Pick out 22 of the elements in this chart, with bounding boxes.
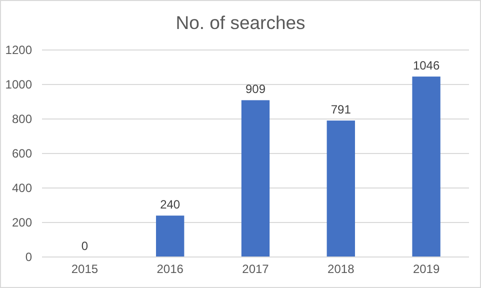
- x-tick-label: 2019: [412, 262, 440, 276]
- bar: [241, 100, 270, 257]
- bar: [326, 120, 355, 257]
- data-label: 240: [160, 198, 180, 212]
- x-tick-label: 2017: [242, 262, 270, 276]
- data-label: 791: [330, 102, 352, 117]
- x-tick-label: 2018: [328, 262, 355, 276]
- y-tick-label: 0: [25, 250, 32, 264]
- x-tick-label: 2016: [156, 262, 184, 276]
- y-tick-label: 1200: [5, 43, 32, 58]
- bar: [412, 76, 440, 257]
- bar: [156, 216, 184, 257]
- y-tick-label: 800: [12, 112, 32, 126]
- data-label: 1046: [412, 58, 440, 73]
- y-tick-label: 600: [12, 146, 32, 161]
- data-label: 0: [81, 239, 88, 253]
- x-tick-label: 2015: [71, 262, 98, 276]
- data-label: 909: [245, 82, 266, 96]
- y-tick-label: 400: [12, 181, 32, 196]
- y-tick-label: 200: [12, 216, 32, 230]
- chart-title: No. of searches: [176, 12, 306, 33]
- y-tick-label: 1000: [5, 78, 32, 92]
